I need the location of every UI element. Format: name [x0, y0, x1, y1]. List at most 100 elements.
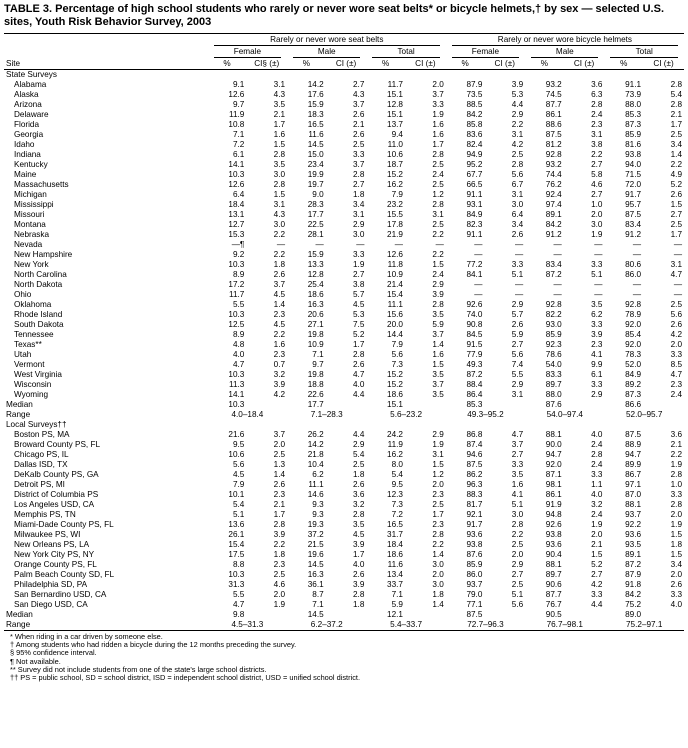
range-value: 7.1–28.3	[310, 410, 343, 419]
median-value: 15.1	[387, 400, 403, 409]
cell-value: 14.5	[307, 140, 324, 149]
group-label: Rarely or never wore bicycle helmets	[451, 34, 678, 46]
cell-value: 1.7	[432, 140, 444, 149]
site-name: Detroit PS, MI	[14, 480, 65, 489]
cell-value: 2.5	[432, 160, 444, 169]
cell-value: 84.2	[545, 220, 562, 229]
cell-value: 18.6	[307, 290, 324, 299]
cell-value: 4.0	[591, 490, 603, 499]
cell-value: 2.9	[353, 220, 365, 229]
cell-value: 4.7	[232, 360, 245, 369]
cell-value: 3.3	[591, 470, 603, 479]
section-row: State Surveys	[4, 70, 684, 81]
cell-value: 7.3	[391, 500, 403, 509]
cell-value: 1.5	[591, 550, 603, 559]
data-row: Missouri 13.1 4.3 17.7 3.1 15.5 3.1 84.9 6.4 89.1…	[4, 210, 684, 220]
cell-value: 93.0	[545, 320, 562, 329]
cell-value: 3.5	[353, 520, 365, 529]
cell-value: 93.8	[545, 530, 562, 539]
cell-value: 18.7	[387, 160, 403, 169]
cell-value: 3.0	[432, 580, 444, 589]
cell-spacer	[643, 400, 684, 410]
median-value: 87.5	[466, 610, 483, 619]
footnote: § 95% confidence interval.	[10, 648, 97, 658]
cell-value: 2.5	[353, 460, 365, 469]
cell-value: 13.1	[228, 210, 245, 219]
range-row: Range 4.5–31.3 6.2–37.2 5.4–33.7 72.7–96.3 76…	[4, 620, 684, 631]
cell-value: 2.2	[432, 540, 444, 549]
cell-value: 3.6	[591, 80, 603, 89]
site-name: Wisconsin	[14, 380, 52, 389]
cell-value: 85.9	[625, 130, 642, 139]
cell-value: 1.4	[273, 470, 286, 479]
cell-value: 19.3	[307, 520, 324, 529]
cell-value: 1.7	[353, 340, 365, 349]
footnote: * When riding in a car driven by someone…	[10, 632, 163, 641]
cell-value: 87.6	[466, 550, 483, 559]
median-row: Median 9.8 14.5 12.1 87.5 90.5 89.0	[4, 610, 684, 620]
column-header: Site	[4, 58, 208, 70]
cell-value: 12.8	[387, 100, 403, 109]
cell-value: 1.8	[432, 590, 444, 599]
cell-value: 10.9	[387, 270, 403, 279]
cell-value: 4.2	[511, 140, 524, 149]
cell-value: 7.5	[353, 320, 365, 329]
cell-value: 3.9	[273, 530, 286, 539]
data-row: San Diego USD, CA 4.7 1.9 7.1 1.8 5.9 1.4 77.1 5…	[4, 600, 684, 610]
cell-value: 3.7	[432, 330, 444, 339]
cell-value: 92.0	[545, 460, 562, 469]
cell-value: —	[632, 280, 642, 289]
cell-value: 92.8	[625, 300, 642, 309]
site-name: Mississippi	[14, 200, 54, 209]
cell-value: 75.2	[625, 600, 642, 609]
cell-value: 5.9	[511, 330, 524, 339]
cell-value: 13.7	[387, 120, 403, 129]
site-name: Utah	[14, 350, 32, 359]
cell-value: 83.3	[545, 370, 562, 379]
cell-value: 5.6	[670, 310, 682, 319]
cell-value: 2.4	[432, 270, 444, 279]
cell-value: 3.0	[353, 230, 365, 239]
column-header: %	[287, 58, 326, 70]
cell-value: 1.5	[670, 550, 682, 559]
data-table: Rarely or never wore seat belts Rarely or…	[4, 33, 684, 631]
cell-spacer	[564, 400, 605, 410]
cell-value: 2.8	[353, 510, 365, 519]
cell-value: 1.7	[353, 550, 365, 559]
cell-spacer	[564, 610, 605, 620]
cell-value: 87.5	[625, 210, 642, 219]
table-body: State Surveys Alabama 9.1 3.1 14.2 2.7 11.7 2.0…	[4, 70, 684, 631]
cell-value: 2.8	[273, 520, 286, 529]
data-row: Alaska 12.6 4.3 17.6 4.3 15.1 3.7 73.5 5.3 74.5 6.…	[4, 90, 684, 100]
cell-value: 10.3	[228, 170, 245, 179]
cell-value: 1.2	[432, 190, 444, 199]
site-name: Rhode Island	[14, 310, 63, 319]
cell-value: 2.5	[432, 220, 444, 229]
cell-value: 1.5	[273, 140, 286, 149]
cell-value: 2.2	[273, 250, 286, 259]
cell-value: 3.0	[273, 220, 286, 229]
cell-value: 87.5	[625, 430, 642, 439]
cell-value: 2.7	[353, 270, 365, 279]
cell-value: 7.2	[391, 510, 403, 519]
sex-header: Female	[446, 46, 525, 58]
cell-value: 92.6	[466, 300, 483, 309]
cell-value: 2.5	[273, 450, 286, 459]
cell-value: 1.9	[670, 520, 682, 529]
cell-value: 3.5	[511, 470, 524, 479]
cell-value: 88.4	[466, 380, 483, 389]
cell-value: 2.5	[511, 150, 524, 159]
cell-value: 1.9	[273, 600, 286, 609]
data-row: Dallas ISD, TX 5.6 1.3 10.4 2.5 8.0 1.5 87.5 3.3…	[4, 460, 684, 470]
column-header: %	[207, 58, 247, 70]
cell-value: 1.6	[432, 120, 444, 129]
cell-value: 18.4	[387, 540, 403, 549]
cell-value: 2.8	[670, 500, 682, 509]
cell-value: 78.3	[625, 350, 642, 359]
cell-value: 2.5	[432, 500, 444, 509]
cell-value: 93.5	[625, 540, 642, 549]
cell-value: 84.1	[466, 270, 483, 279]
site-name: San Diego USD, CA	[14, 600, 88, 609]
cell-value: 54.0	[545, 360, 562, 369]
cell-value: 92.1	[466, 510, 483, 519]
